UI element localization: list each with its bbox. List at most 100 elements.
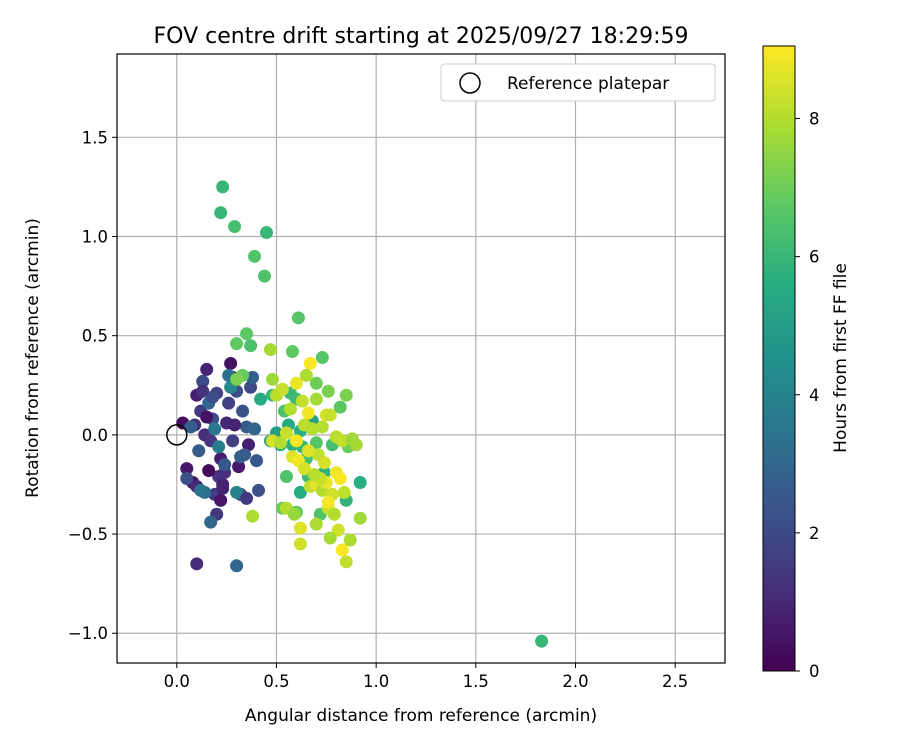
data-point xyxy=(309,376,323,390)
legend: Reference platepar xyxy=(440,63,716,102)
data-point xyxy=(279,426,293,440)
data-point xyxy=(192,444,206,458)
data-point xyxy=(224,356,238,370)
data-point xyxy=(333,472,347,486)
legend-open-circle-icon xyxy=(459,72,481,94)
data-point xyxy=(343,533,357,547)
data-point xyxy=(275,382,289,396)
data-point xyxy=(230,485,244,499)
data-point xyxy=(202,464,216,478)
colorbar-tick-label: 8 xyxy=(809,110,820,129)
data-point xyxy=(194,483,208,497)
data-point xyxy=(248,422,262,436)
data-point xyxy=(214,206,228,220)
data-point xyxy=(212,440,226,454)
data-point xyxy=(535,634,549,648)
x-axis-ticks: 0.0 0.5 1.0 1.5 2.0 2.5 xyxy=(164,663,688,691)
data-point xyxy=(206,390,220,404)
x-tick-label: 2.5 xyxy=(662,672,688,691)
data-point xyxy=(190,557,204,571)
data-point xyxy=(230,559,244,573)
data-point xyxy=(240,491,254,505)
colorbar-tick-label: 4 xyxy=(809,386,820,405)
data-point xyxy=(289,376,303,390)
y-tick-label: 1.0 xyxy=(82,228,108,247)
data-point xyxy=(244,380,258,394)
data-point xyxy=(293,537,307,551)
x-tick-label: 1.0 xyxy=(363,672,389,691)
data-point xyxy=(228,220,242,234)
data-point xyxy=(291,311,305,325)
data-point xyxy=(283,402,297,416)
data-point xyxy=(337,485,351,499)
x-tick-label: 1.5 xyxy=(463,672,489,691)
data-point xyxy=(244,339,258,353)
data-point xyxy=(263,343,277,357)
data-point xyxy=(246,370,260,384)
data-point xyxy=(232,460,246,474)
x-axis-label: Angular distance from reference (arcmin) xyxy=(245,706,597,726)
y-axis-label: Rotation from reference (arcmin) xyxy=(23,218,43,498)
chart-title: FOV centre drift starting at 2025/09/27 … xyxy=(154,24,689,49)
data-point xyxy=(299,368,313,382)
colorbar: 0 2 4 6 8 Hours from first FF file xyxy=(762,45,851,681)
data-point xyxy=(323,531,337,545)
data-point xyxy=(315,420,329,434)
data-point xyxy=(335,543,349,557)
y-tick-label: −0.5 xyxy=(68,525,108,544)
grid-lines xyxy=(117,54,725,663)
data-point xyxy=(260,226,274,240)
data-point xyxy=(228,418,242,432)
data-point xyxy=(339,388,353,402)
data-point xyxy=(309,392,323,406)
data-point xyxy=(226,434,240,448)
colorbar-tick-label: 2 xyxy=(809,524,820,543)
data-point xyxy=(297,462,311,476)
data-point xyxy=(242,438,256,452)
data-point xyxy=(307,468,321,482)
data-point xyxy=(279,470,293,484)
data-point xyxy=(230,337,244,351)
data-point xyxy=(309,517,323,531)
data-point xyxy=(258,269,272,283)
data-point xyxy=(285,345,299,359)
data-point xyxy=(180,472,194,486)
legend-label: Reference platepar xyxy=(507,74,669,94)
data-point xyxy=(321,495,335,509)
data-point xyxy=(234,450,248,464)
data-point xyxy=(335,434,349,448)
data-point xyxy=(254,392,268,406)
data-point xyxy=(222,396,236,410)
data-point xyxy=(216,180,230,194)
y-tick-label: 0.5 xyxy=(82,327,108,346)
data-point xyxy=(303,356,317,370)
data-point xyxy=(230,372,244,386)
data-point xyxy=(252,483,266,497)
x-tick-label: 0.5 xyxy=(263,672,289,691)
data-point xyxy=(287,507,301,521)
data-point xyxy=(353,475,367,489)
colorbar-tick-label: 0 xyxy=(809,662,820,681)
data-point xyxy=(309,436,323,450)
data-point xyxy=(196,374,210,388)
data-point xyxy=(339,555,353,569)
data-point xyxy=(305,422,319,436)
data-point xyxy=(301,444,315,458)
data-point xyxy=(204,515,218,529)
data-point xyxy=(250,454,264,468)
data-point xyxy=(248,249,262,263)
data-point xyxy=(295,394,309,408)
data-point xyxy=(315,351,329,365)
data-point xyxy=(323,408,337,422)
data-point xyxy=(293,485,307,499)
data-point xyxy=(236,404,250,418)
x-tick-label: 2.0 xyxy=(562,672,588,691)
data-point xyxy=(331,523,345,537)
data-point xyxy=(216,481,230,495)
data-point xyxy=(180,462,194,476)
data-point xyxy=(349,438,363,452)
y-tick-label: 0.0 xyxy=(82,426,108,445)
x-tick-label: 0.0 xyxy=(164,672,190,691)
data-point xyxy=(327,507,341,521)
y-tick-label: −1.0 xyxy=(68,624,108,643)
